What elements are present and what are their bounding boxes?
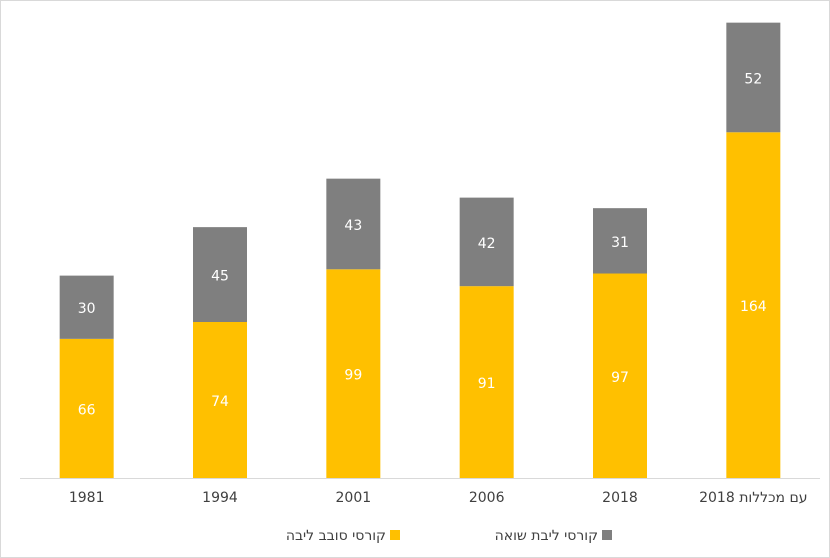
x-tick-label: 1994 xyxy=(202,490,238,506)
data-label: 97 xyxy=(611,370,629,386)
x-tick-label: 1981 xyxy=(69,490,105,506)
data-label: 42 xyxy=(478,236,496,252)
bar-segment xyxy=(726,132,781,478)
bar-segment xyxy=(459,197,514,287)
x-tick-label: 2001 xyxy=(336,490,372,506)
bar-segment xyxy=(726,22,781,133)
data-label: 74 xyxy=(211,394,229,410)
data-label: 31 xyxy=(611,235,629,251)
bar-segment xyxy=(59,275,114,339)
data-label: 52 xyxy=(744,71,762,87)
legend-swatch xyxy=(602,530,612,540)
bar-segment xyxy=(593,208,647,274)
x-tick-label: 2006 xyxy=(469,490,505,506)
x-tick-label: 2018 xyxy=(602,490,638,506)
legend-label: קורסי ליבת שואה xyxy=(495,528,598,544)
data-label: 30 xyxy=(78,301,96,317)
legend-swatch xyxy=(390,530,400,540)
data-label: 45 xyxy=(211,269,229,285)
bar-segment xyxy=(193,322,247,478)
data-label: 91 xyxy=(478,376,496,392)
bar-segment xyxy=(326,178,381,270)
bar-segment xyxy=(326,269,381,478)
bar-segment xyxy=(193,227,247,322)
bar-segment xyxy=(593,273,647,478)
data-label: 99 xyxy=(344,368,362,384)
x-tick-label: 2018 עם מכללות xyxy=(699,490,807,506)
legend-label: קורסי סובב ליבה xyxy=(286,528,386,544)
data-label: 164 xyxy=(740,299,767,315)
bar-segment xyxy=(59,338,114,478)
bar-segment xyxy=(459,286,514,478)
data-label: 66 xyxy=(78,402,96,418)
data-label: 43 xyxy=(344,218,362,234)
